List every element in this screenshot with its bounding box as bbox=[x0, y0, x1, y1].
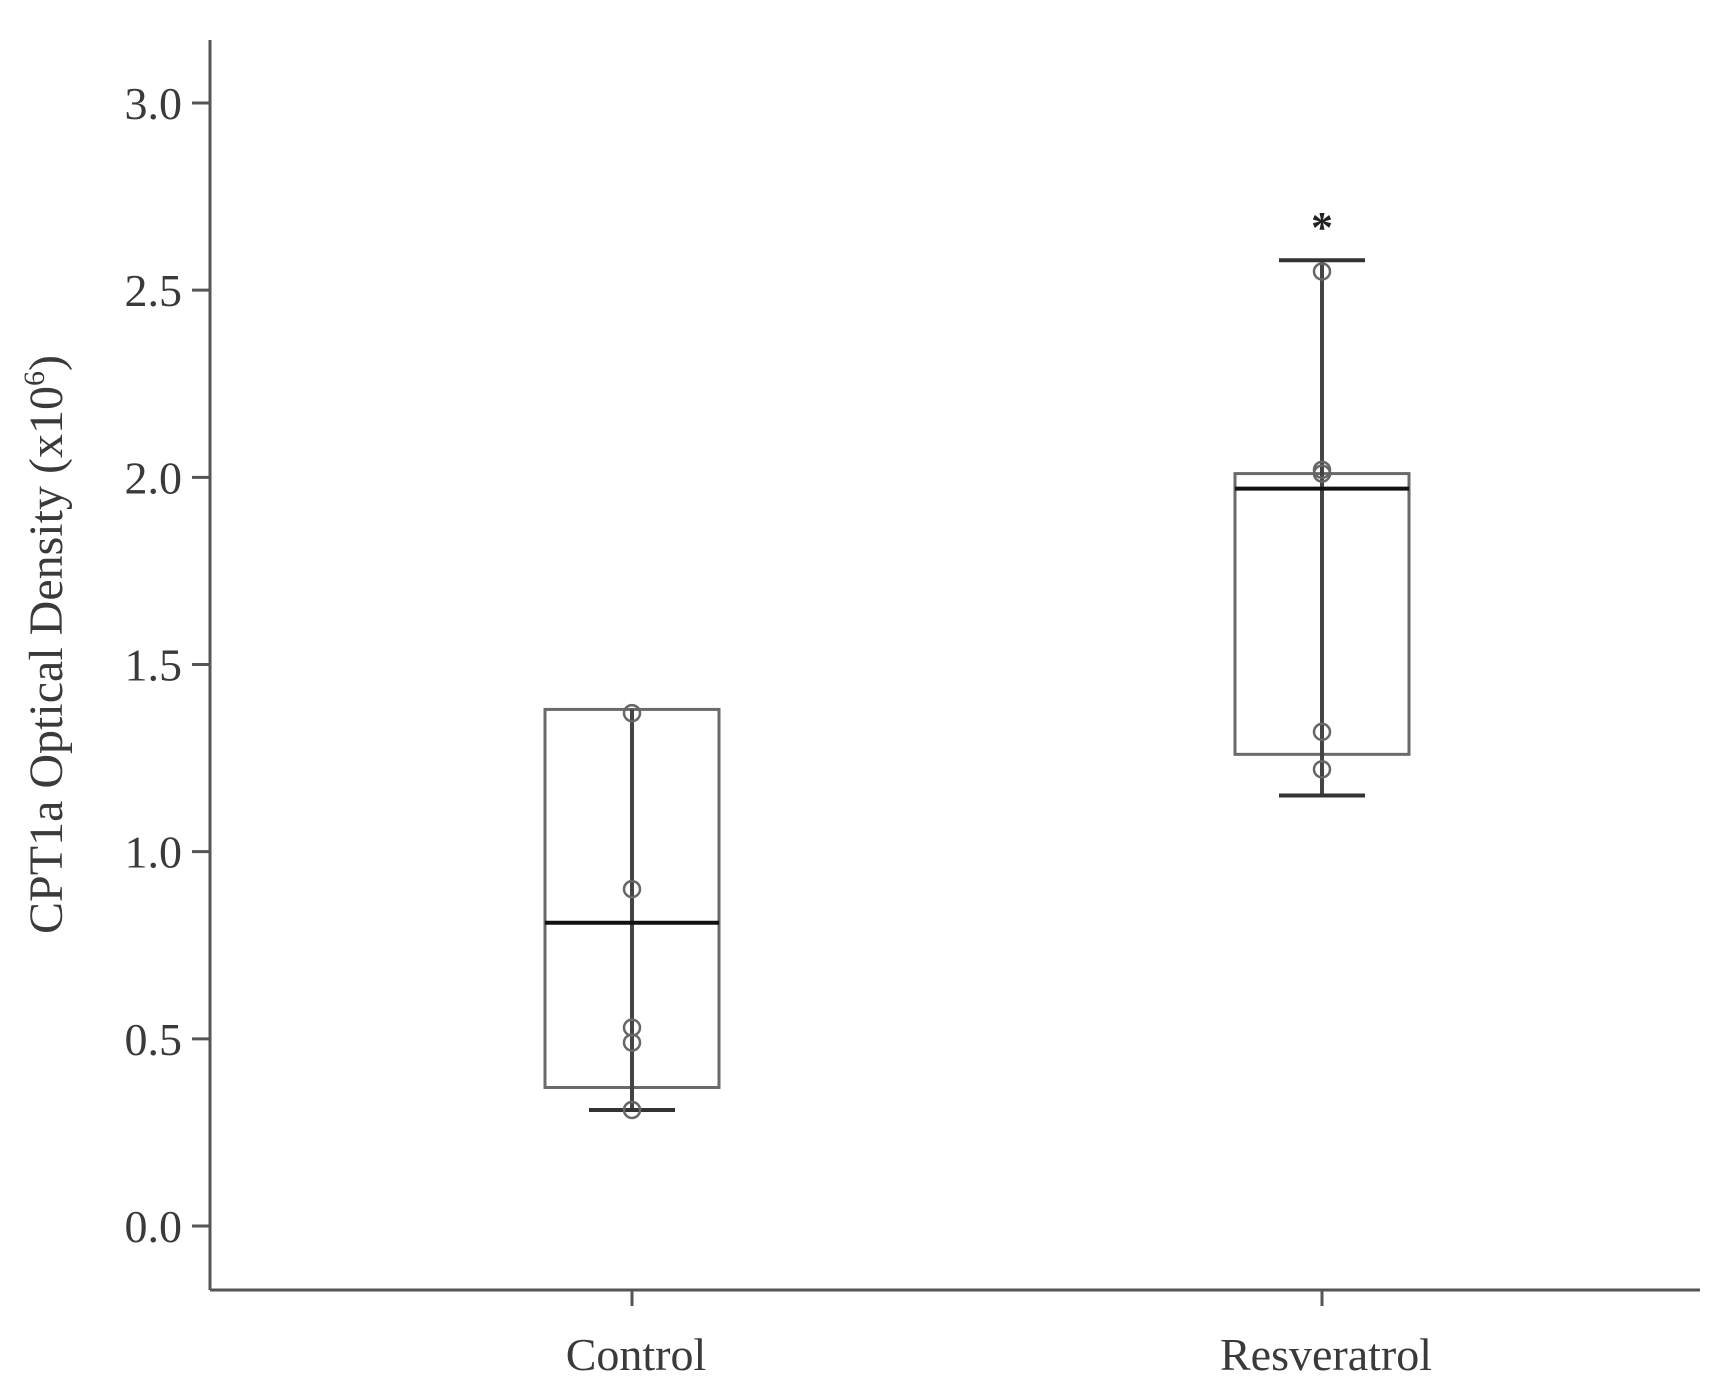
axes bbox=[208, 40, 1700, 1292]
box-group: * bbox=[1233, 203, 1411, 798]
x-tick-label: Resveratrol bbox=[1220, 1329, 1432, 1379]
data-point bbox=[622, 879, 642, 899]
data-point bbox=[1312, 722, 1332, 742]
y-tick-label: 0.5 bbox=[125, 1014, 183, 1065]
y-axis-title: CPT1a Optical Density (x106) bbox=[18, 355, 73, 934]
y-tick-label: 0.0 bbox=[125, 1201, 183, 1252]
data-point bbox=[1312, 760, 1332, 779]
data-point bbox=[1312, 460, 1332, 480]
y-tick-label: 1.5 bbox=[125, 640, 183, 691]
y-tick-label: 2.5 bbox=[125, 265, 183, 316]
boxes: * bbox=[543, 203, 1411, 1120]
y-axis-title-close: ) bbox=[20, 355, 73, 371]
y-tick-label: 1.0 bbox=[125, 827, 183, 878]
data-point bbox=[1312, 262, 1332, 281]
significance-marker: * bbox=[1311, 203, 1333, 252]
y-ticks: 0.0 0.5 1.0 1.5 2.0 2.5 3.0 bbox=[125, 78, 210, 1252]
x-ticks: Control Resveratrol bbox=[566, 1290, 1432, 1379]
y-axis-title-main: CPT1a Optical Density (x10 bbox=[20, 386, 73, 934]
y-axis-title-superscript: 6 bbox=[18, 371, 51, 386]
box-group bbox=[543, 703, 721, 1120]
x-tick-label: Control bbox=[566, 1329, 707, 1379]
data-point bbox=[622, 703, 642, 723]
y-tick-label: 3.0 bbox=[125, 78, 183, 129]
y-tick-label: 2.0 bbox=[125, 452, 183, 503]
data-point bbox=[622, 1100, 642, 1120]
data-point bbox=[622, 1018, 642, 1037]
